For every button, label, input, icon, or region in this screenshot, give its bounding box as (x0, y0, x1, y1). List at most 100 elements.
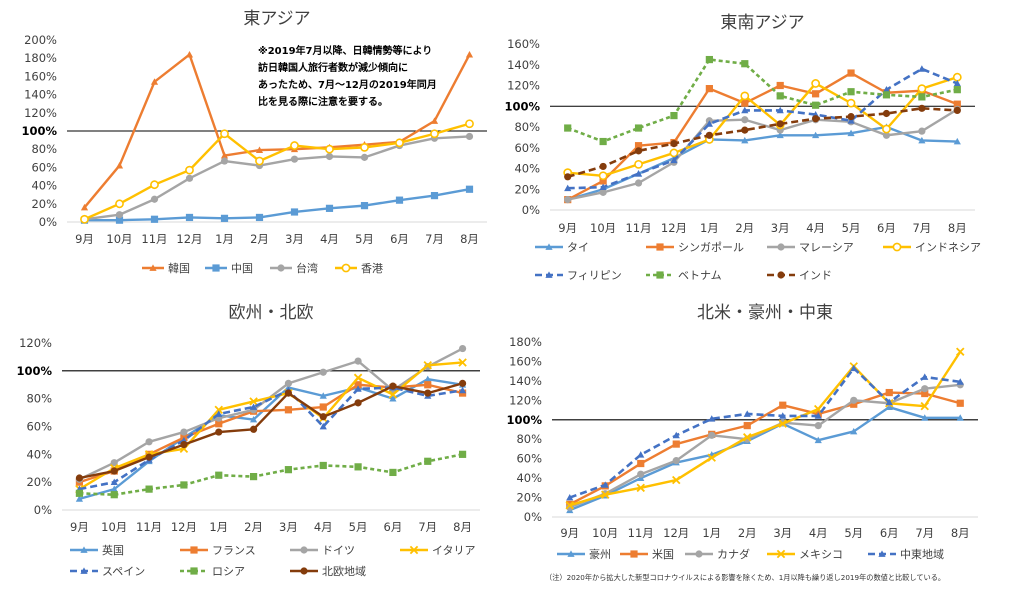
x-tick-label: 10月 (101, 520, 127, 534)
data-point (220, 214, 229, 222)
data-point (708, 431, 716, 439)
data-point (458, 358, 467, 367)
legend-item-インドネシア: インドネシア (883, 241, 981, 254)
x-tick-label: 11月 (625, 221, 651, 235)
legend-label: マレーシア (799, 241, 854, 254)
x-tick-label: 12月 (661, 221, 687, 235)
data-point (636, 483, 645, 493)
data-point (115, 216, 124, 224)
data-point (290, 141, 299, 150)
x-tick-label: 5月 (349, 520, 368, 534)
chart-title: 東アジア (243, 9, 310, 29)
y-tick-label: 120% (507, 79, 540, 93)
data-point (255, 146, 264, 153)
data-point (776, 106, 784, 114)
series-line (567, 107, 958, 179)
legend-marker (409, 545, 419, 555)
legend-item-台湾: 台湾 (270, 261, 318, 275)
data-point (150, 180, 159, 190)
x-tick-label: 6月 (877, 221, 896, 235)
x-tick-label: 11月 (141, 232, 167, 246)
x-tick-label: 8月 (460, 232, 479, 246)
data-point (850, 396, 858, 404)
legend-label: 中東地域 (900, 548, 944, 561)
series-line (84, 188, 470, 222)
data-point (634, 179, 643, 187)
data-point (956, 378, 964, 385)
x-tick-label: 8月 (453, 520, 472, 534)
series-line (569, 405, 961, 512)
data-point (637, 459, 645, 468)
legend-item-タイ: タイ (535, 241, 589, 254)
data-point (812, 101, 820, 109)
data-point (75, 495, 84, 502)
data-point (185, 213, 194, 222)
y-tick-label: 200% (24, 33, 57, 47)
series-英国 (75, 375, 467, 502)
x-tick-label: 1月 (700, 221, 719, 235)
y-tick-label: 20% (26, 475, 52, 489)
chart-panel-2: 東南アジア 0% 20% 40% 60% 80% 100% 120% 140% 160% 9月 10月… (504, 13, 981, 282)
y-tick-label: 20% (31, 197, 57, 211)
y-tick-label: 140% (507, 58, 540, 72)
legend-item-フィリピン: フィリピン (535, 269, 622, 282)
y-tick-label: 160% (24, 69, 57, 83)
y-tick-label: 80% (516, 432, 542, 446)
data-point (150, 78, 159, 85)
x-tick-label: 9月 (558, 221, 577, 235)
data-point (325, 144, 334, 154)
data-point (672, 440, 680, 448)
x-tick-label: 11月 (136, 520, 162, 534)
data-point (599, 188, 607, 196)
x-tick-label: 10月 (590, 221, 616, 235)
x-tick-label: 7月 (912, 221, 931, 235)
x-tick-label: 3月 (279, 520, 298, 534)
legend-marker (341, 263, 351, 273)
x-tick-label: 6月 (384, 520, 403, 534)
data-point (776, 120, 784, 128)
legend-label: ドイツ (322, 544, 355, 557)
data-point (319, 461, 327, 470)
x-tick-label: 1月 (209, 520, 228, 534)
data-point (353, 373, 363, 383)
x-tick-label: 10月 (106, 232, 132, 246)
series-line (79, 382, 463, 480)
data-point (847, 88, 855, 96)
data-point (110, 491, 118, 499)
legend-label: タイ (567, 241, 589, 254)
y-tick-label: 40% (516, 471, 542, 485)
y-tick-label: 140% (509, 374, 542, 388)
data-point (814, 422, 822, 430)
data-point (115, 211, 124, 219)
data-point (115, 161, 124, 169)
data-point (882, 109, 891, 118)
data-point (846, 98, 856, 108)
data-point (741, 60, 749, 68)
legend-marker (777, 271, 785, 279)
y-tick-label: 120% (509, 393, 542, 407)
data-point (918, 104, 926, 112)
data-point (458, 379, 467, 387)
data-point (776, 81, 784, 90)
y-tick-label: 60% (31, 160, 57, 174)
y-tick-label: 160% (509, 354, 542, 368)
data-point (637, 451, 645, 458)
legend-label: 台湾 (296, 261, 318, 275)
y-tick-label: 100% (16, 364, 52, 378)
legend-marker (695, 550, 703, 558)
data-point (634, 170, 643, 177)
data-point (637, 470, 645, 478)
data-point (670, 156, 678, 164)
x-tick-label: 9月 (70, 520, 89, 534)
x-tick-label: 3月 (285, 232, 304, 246)
data-point (430, 117, 439, 124)
data-point (110, 485, 118, 493)
y-tick-label: 40% (26, 447, 52, 461)
x-tick-label: 2月 (250, 232, 269, 246)
legend-label: 中国 (231, 262, 253, 275)
data-point (918, 93, 926, 101)
data-point (424, 457, 432, 465)
data-point (672, 431, 680, 439)
legend-item-ドイツ: ドイツ (290, 544, 355, 557)
